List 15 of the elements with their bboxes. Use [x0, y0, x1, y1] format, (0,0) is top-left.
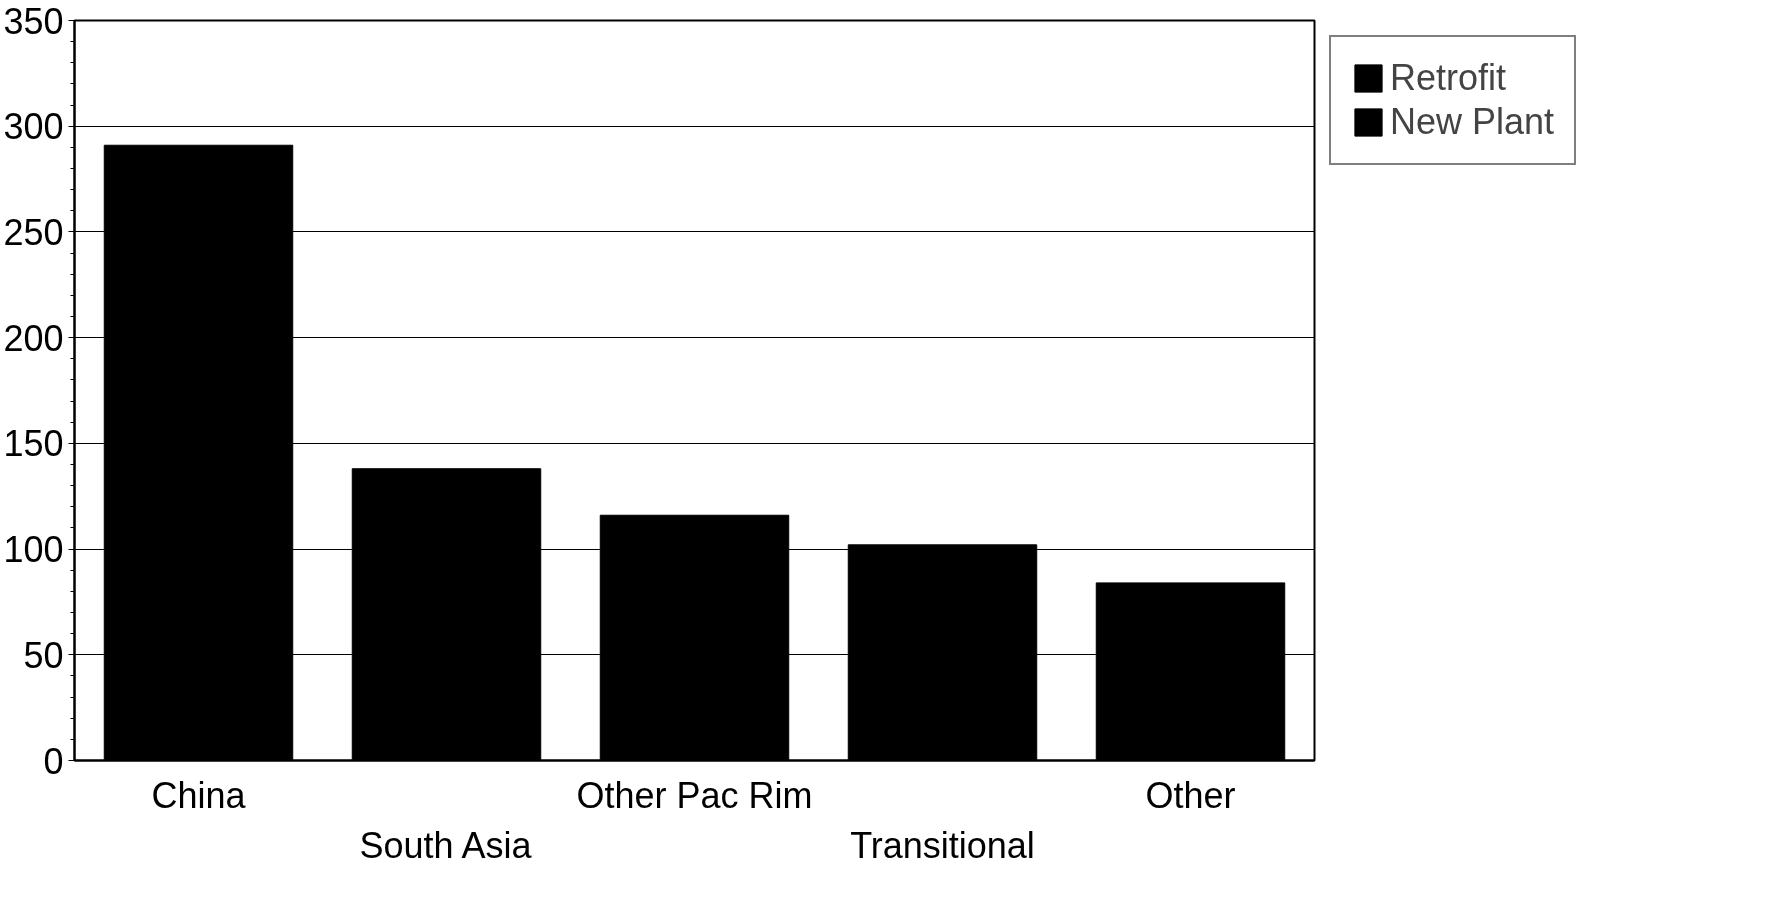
x-tick-label: China: [151, 774, 247, 816]
x-tick-label: Transitional: [850, 824, 1035, 866]
y-tick-label: 200: [3, 317, 64, 359]
y-tick-label: 300: [3, 106, 64, 148]
y-tick-label: 250: [3, 211, 64, 253]
y-tick-label: 350: [3, 0, 64, 42]
x-tick-label: Other: [1145, 774, 1236, 816]
y-tick-label: 0: [43, 740, 64, 782]
y-tick-label: 50: [23, 634, 64, 676]
x-tick-label: South Asia: [359, 824, 533, 866]
legend-label: Retrofit: [1390, 57, 1507, 99]
y-tick-label: 100: [3, 529, 64, 571]
x-tick-label: Other Pac Rim: [576, 774, 813, 816]
legend-label: New Plant: [1390, 101, 1555, 143]
y-tick-label: 150: [3, 423, 64, 465]
